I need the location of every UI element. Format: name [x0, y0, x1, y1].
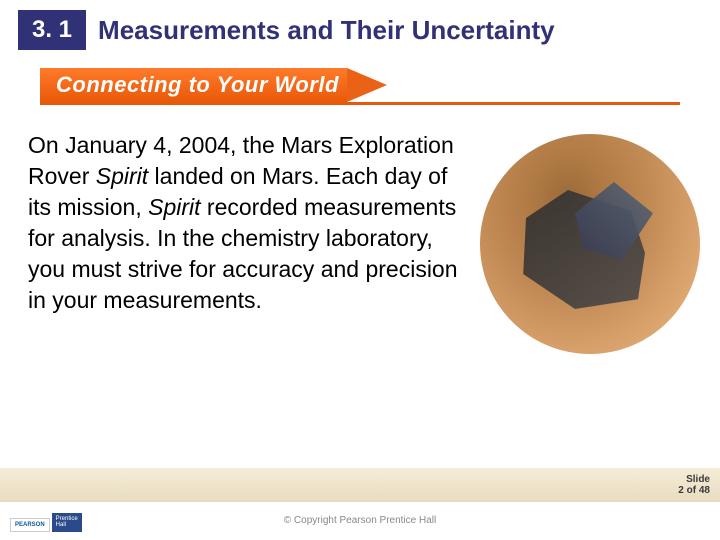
footer-strip: Slide 2 of 48 [0, 468, 720, 502]
banner-body: Connecting to Your World [40, 68, 347, 102]
body-paragraph: On January 4, 2004, the Mars Exploration… [28, 130, 464, 354]
publisher-logo: PEARSON Prentice Hall [10, 513, 82, 532]
page-title: Measurements and Their Uncertainty [98, 15, 555, 46]
header: 3. 1 Measurements and Their Uncertainty [0, 0, 720, 50]
ph-line1: Prentice [56, 516, 78, 523]
banner-underline [40, 102, 680, 105]
ph-line2: Hall [56, 522, 78, 529]
banner: Connecting to Your World [40, 68, 720, 108]
banner-label: Connecting to Your World [56, 72, 339, 98]
slide-page: 2 of 48 [678, 485, 710, 496]
mars-rover-image [480, 134, 700, 354]
body-italic1: Spirit [96, 163, 148, 189]
pearson-logo: PEARSON [10, 518, 50, 532]
banner-arrow-icon [347, 68, 387, 102]
section-number-box: 3. 1 [18, 10, 86, 50]
slide-label: Slide [678, 474, 710, 485]
slide-current: 2 [678, 485, 684, 496]
content: On January 4, 2004, the Mars Exploration… [0, 108, 720, 354]
slide-total: 48 [699, 485, 710, 496]
prentice-hall-logo: Prentice Hall [52, 513, 82, 532]
copyright: © Copyright Pearson Prentice Hall [284, 515, 436, 526]
slide-counter: Slide 2 of 48 [678, 474, 710, 496]
body-italic2: Spirit [148, 194, 200, 220]
slide-of: of [687, 485, 696, 496]
section-number: 3. 1 [32, 16, 72, 43]
